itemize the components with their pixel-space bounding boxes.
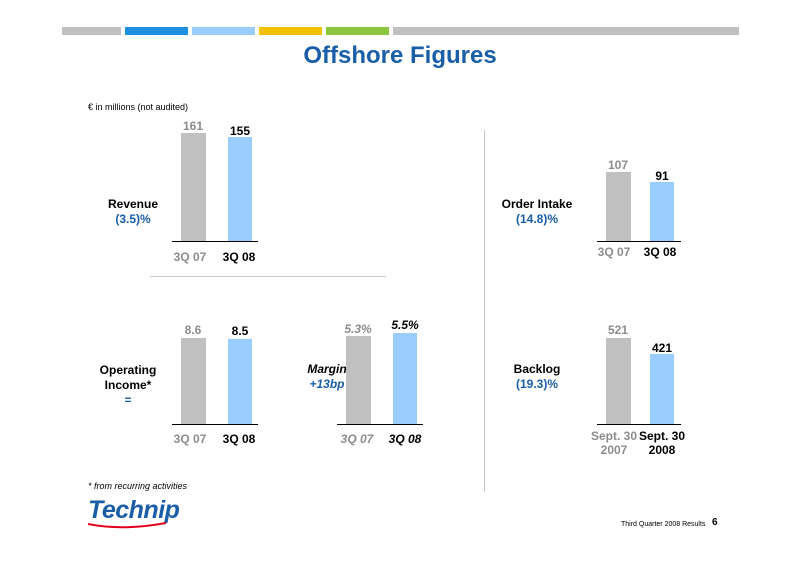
revenue-period-prev: 3Q 07 (173, 250, 207, 264)
operating-income-prev-value: 8.6 (184, 323, 202, 337)
operating-income-change: = (124, 393, 132, 407)
revenue-name: Revenue (107, 197, 159, 211)
operating-income-bar-3q07 (181, 338, 206, 424)
order-intake-baseline (597, 241, 681, 242)
top-bar-segment-5 (326, 27, 389, 35)
operating-income-metric-label: Operating Income* = (73, 363, 183, 408)
revenue-period-curr: 3Q 08 (222, 250, 256, 264)
top-bar-segment-2 (125, 27, 188, 35)
operating-income-curr-value: 8.5 (231, 324, 249, 338)
margin-prev-value: 5.3% (344, 322, 372, 336)
revenue-bar-3q08 (228, 137, 252, 241)
top-bar-segment-3 (192, 27, 255, 35)
order-intake-curr-value: 91 (655, 169, 669, 183)
backlog-period-curr-line1: Sept. 30 (638, 429, 686, 443)
top-bar-segment-6 (393, 27, 739, 35)
margin-metric-label: Margin +13bp (272, 362, 382, 392)
backlog-change: (19.3)% (515, 377, 559, 391)
backlog-metric-label: Backlog (19.3)% (482, 362, 592, 392)
margin-curr-value: 5.5% (391, 318, 419, 332)
horizontal-divider (150, 276, 386, 277)
order-intake-change: (14.8)% (515, 212, 559, 226)
revenue-prev-value: 161 (182, 119, 204, 133)
order-intake-metric-label: Order Intake (14.8)% (482, 197, 592, 227)
margin-baseline (337, 424, 423, 425)
backlog-baseline (597, 424, 681, 425)
footer-report-name: Third Quarter 2008 Results (621, 521, 706, 528)
backlog-period-curr: Sept. 30 2008 (632, 429, 692, 457)
backlog-period-prev: Sept. 30 2007 (584, 429, 644, 457)
revenue-metric-label: Revenue (3.5)% (78, 197, 188, 227)
operating-income-period-prev: 3Q 07 (173, 432, 207, 446)
operating-income-name: Operating (99, 363, 157, 377)
footnote: * from recurring activities (88, 481, 188, 491)
vertical-divider (484, 130, 485, 492)
backlog-bar-sept-2007 (606, 338, 631, 424)
backlog-period-curr-line2: 2008 (648, 443, 676, 457)
unit-note: € in millions (not audited) (88, 102, 189, 112)
revenue-curr-value: 155 (229, 124, 251, 138)
order-intake-period-curr: 3Q 08 (643, 245, 677, 259)
operating-income-name-line2: Income* (104, 378, 152, 392)
slide-title: Offshore Figures (303, 42, 497, 69)
operating-income-period-curr: 3Q 08 (222, 432, 256, 446)
operating-income-baseline (172, 424, 258, 425)
technip-logo: Technip (88, 496, 180, 524)
margin-bar-3q08 (393, 333, 417, 424)
revenue-bar-3q07 (181, 133, 206, 241)
order-intake-bar-3q07 (606, 172, 631, 241)
top-bar-segment-4 (259, 27, 322, 35)
order-intake-period-prev: 3Q 07 (597, 245, 631, 259)
page-number: 6 (712, 517, 718, 528)
margin-bar-3q07 (346, 336, 371, 424)
order-intake-bar-3q08 (650, 182, 674, 241)
backlog-bar-sept-2008 (650, 354, 674, 424)
order-intake-name: Order Intake (501, 197, 573, 211)
margin-name: Margin (307, 362, 347, 376)
backlog-period-prev-line2: 2007 (600, 443, 628, 457)
top-bar-segment-1 (62, 27, 121, 35)
margin-period-prev: 3Q 07 (340, 432, 374, 446)
logo-swoosh-icon (88, 522, 166, 529)
order-intake-prev-value: 107 (607, 158, 629, 172)
operating-income-bar-3q08 (228, 339, 252, 424)
backlog-period-prev-line1: Sept. 30 (590, 429, 638, 443)
backlog-prev-value: 521 (607, 323, 629, 337)
margin-change: +13bp (309, 377, 345, 391)
backlog-name: Backlog (513, 362, 561, 376)
revenue-change: (3.5)% (115, 212, 151, 226)
revenue-baseline (172, 241, 258, 242)
margin-period-curr: 3Q 08 (388, 432, 422, 446)
backlog-curr-value: 421 (651, 341, 673, 355)
